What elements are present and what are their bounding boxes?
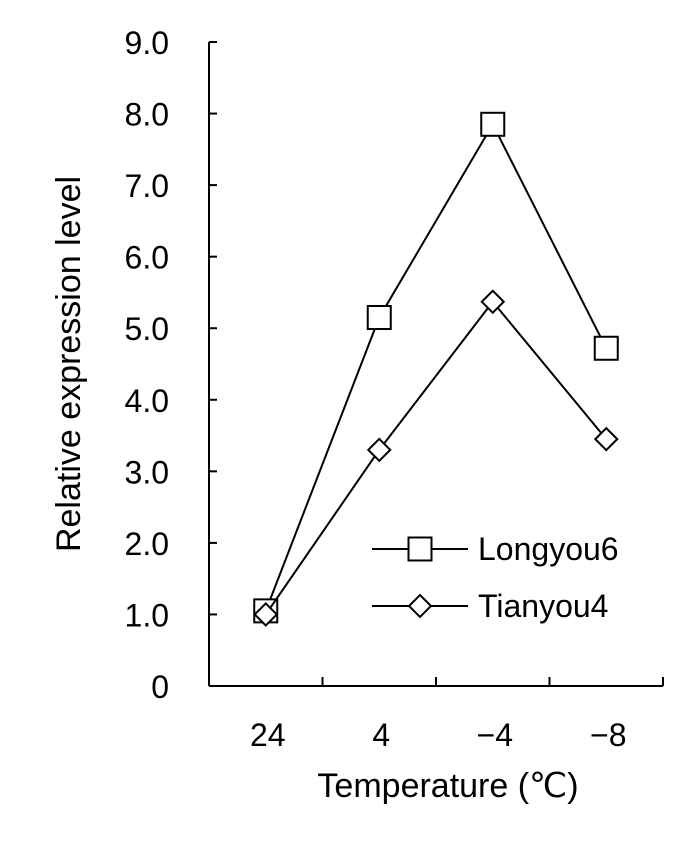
x-tick-label: 24 (250, 717, 286, 753)
legend-label-tianyou4: Tianyou4 (478, 588, 608, 624)
y-tick-label: 7.0 (125, 168, 169, 204)
data-point-longyou6 (366, 304, 392, 330)
y-tick-label: 0 (151, 669, 169, 705)
series-group (253, 111, 619, 627)
x-tick-label: −4 (477, 717, 513, 753)
x-tick-label: 4 (372, 717, 390, 753)
legend-item-longyou6: Longyou6 (372, 531, 619, 567)
y-tick-label: 8.0 (125, 97, 169, 133)
y-tick-label: 9.0 (125, 25, 169, 61)
y-axis-ticks: 0 1.0 2.0 3.0 4.0 5.0 6.0 7.0 8.0 9.0 (125, 25, 217, 705)
y-tick-label: 1.0 (125, 597, 169, 633)
y-axis-title: Relative expression level (50, 176, 88, 552)
data-point-tianyou4 (480, 289, 506, 315)
data-point-tianyou4 (366, 437, 392, 463)
data-point-longyou6 (480, 111, 506, 137)
y-tick-label: 5.0 (125, 311, 169, 347)
legend-marker-tianyou4 (407, 593, 433, 619)
y-tick-label: 3.0 (125, 454, 169, 490)
series-line-longyou6 (264, 122, 608, 612)
y-tick-label: 2.0 (125, 526, 169, 562)
x-axis-title: Temperature (℃) (317, 767, 578, 805)
x-tick-label: −8 (590, 717, 626, 753)
data-point-tianyou4 (593, 426, 619, 452)
legend-label-longyou6: Longyou6 (478, 531, 619, 567)
y-tick-label: 4.0 (125, 383, 169, 419)
x-axis-ticks: 24 4 −4 −8 (250, 677, 664, 753)
legend-item-tianyou4: Tianyou4 (372, 588, 608, 624)
series-line-tianyou4 (264, 300, 608, 616)
legend-marker-longyou6 (407, 536, 433, 562)
legend: Longyou6 Tianyou4 (372, 531, 619, 624)
y-tick-label: 6.0 (125, 240, 169, 276)
data-point-longyou6 (593, 335, 619, 361)
series-tianyou4 (253, 289, 619, 627)
data-point-tianyou4 (253, 602, 279, 627)
